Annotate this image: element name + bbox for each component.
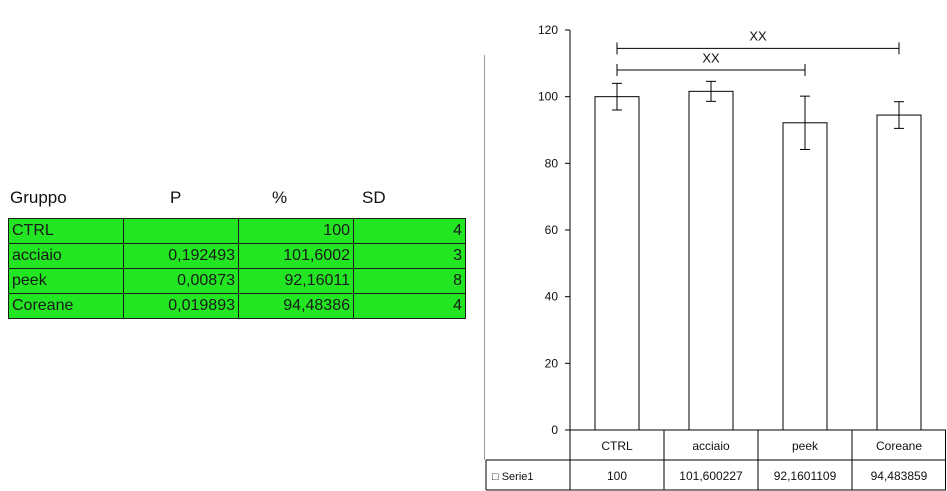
y-tick-label: 100 (538, 90, 558, 104)
data-label: 92,1601109 (774, 469, 837, 483)
y-tick-label: 20 (545, 356, 559, 370)
x-tick-label: peek (792, 439, 819, 453)
header-p: P (170, 188, 182, 207)
cell-percent[interactable]: 94,48386 (238, 293, 354, 319)
cell-p[interactable]: 0,019893 (123, 293, 239, 319)
sheet-header-row: Gruppo P % SD (10, 188, 470, 216)
data-label: 101,600227 (679, 469, 743, 483)
cell-gruppo[interactable]: Coreane (8, 293, 124, 319)
cell-gruppo[interactable]: CTRL (8, 218, 124, 244)
y-tick-label: 60 (545, 223, 559, 237)
divider-line (484, 55, 485, 460)
x-tick-label: CTRL (601, 439, 633, 453)
bar (688, 90, 734, 431)
header-percent: % (272, 188, 288, 207)
cell-gruppo[interactable]: acciaio (8, 243, 124, 269)
cell-p[interactable]: 0,192493 (123, 243, 239, 269)
bar (782, 122, 828, 431)
header-gruppo: Gruppo (10, 188, 67, 207)
data-label: 94,483859 (871, 469, 928, 483)
table-row: CTRL 100 4 (8, 218, 466, 244)
legend-entry: □ Serie1 (492, 471, 534, 483)
cell-sd[interactable]: 4 (353, 218, 466, 244)
significance-label: XX (702, 50, 720, 65)
cell-sd[interactable]: 4 (353, 293, 466, 319)
x-tick-label: Coreane (876, 439, 922, 453)
y-tick-label: 120 (538, 23, 558, 37)
x-tick-label: acciaio (692, 439, 730, 453)
significance-label: XX (749, 29, 767, 44)
y-tick-label: 80 (545, 156, 559, 170)
data-label: 100 (607, 469, 627, 483)
cell-sd[interactable]: 3 (353, 243, 466, 269)
table-row: Coreane 0,019893 94,48386 4 (8, 293, 466, 319)
y-tick-label: 40 (545, 290, 559, 304)
header-sd: SD (362, 188, 386, 207)
bar (594, 96, 640, 431)
y-tick-label: 0 (551, 423, 558, 437)
cell-p[interactable]: 0,00873 (123, 268, 239, 294)
cell-percent[interactable]: 100 (238, 218, 354, 244)
bar (876, 114, 922, 431)
cell-sd[interactable]: 8 (353, 268, 466, 294)
data-table: CTRL 100 4 acciaio 0,192493 101,6002 3 p… (8, 218, 466, 319)
